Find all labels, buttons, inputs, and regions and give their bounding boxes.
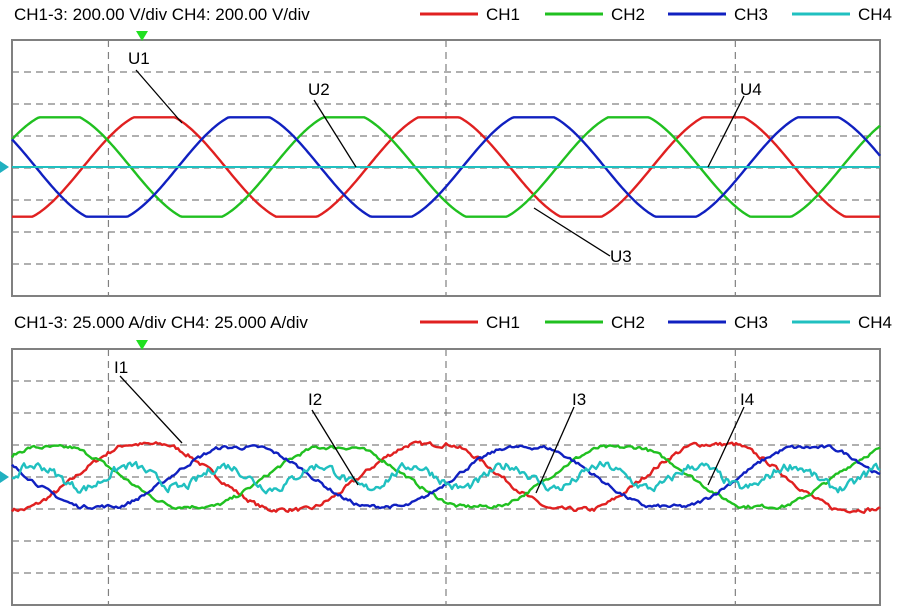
annotation-leader-i2 xyxy=(311,409,359,486)
annotation-u4: U4 xyxy=(740,80,762,99)
current-scale-text: CH1-3: 25.000 A/div CH4: 25.000 A/div xyxy=(14,313,308,332)
current-grid xyxy=(12,349,880,605)
current-panel: CH1-3: 25.000 A/div CH4: 25.000 A/div CH… xyxy=(0,313,892,606)
legend-label-ch4: CH4 xyxy=(858,313,892,332)
voltage-legend: CH1 CH2 CH3 CH4 xyxy=(420,5,892,24)
current-traces xyxy=(10,440,881,514)
annotation-leader-u3 xyxy=(533,207,611,257)
legend-label-ch3: CH3 xyxy=(734,313,768,332)
legend-label-ch4: CH4 xyxy=(858,5,892,24)
trigger-marker-icon xyxy=(136,31,148,41)
annotation-i4: I4 xyxy=(740,390,754,409)
annotation-leader-i4 xyxy=(707,406,745,486)
annotation-i1: I1 xyxy=(114,358,128,377)
trigger-marker-icon xyxy=(136,340,148,350)
trace-ch1 xyxy=(12,116,880,218)
voltage-annotations: U1 U2 U3 U4 xyxy=(128,49,762,266)
ground-marker-icon xyxy=(0,161,9,173)
voltage-panel: CH1-3: 200.00 V/div CH4: 200.00 V/div CH… xyxy=(0,5,892,297)
voltage-scale-text: CH1-3: 200.00 V/div CH4: 200.00 V/div xyxy=(14,5,310,24)
current-annotations: I1 I2 I3 I4 xyxy=(114,358,754,494)
annotation-u3: U3 xyxy=(610,247,632,266)
legend-label-ch3: CH3 xyxy=(734,5,768,24)
legend-label-ch2: CH2 xyxy=(611,313,645,332)
legend-label-ch2: CH2 xyxy=(611,5,645,24)
trace-ch2 xyxy=(11,116,881,218)
current-legend: CH1 CH2 CH3 CH4 xyxy=(420,313,892,332)
annotation-i2: I2 xyxy=(308,390,322,409)
annotation-leader-i1 xyxy=(119,375,183,444)
annotation-leader-u2 xyxy=(313,99,357,168)
voltage-traces xyxy=(11,116,881,218)
voltage-grid xyxy=(12,40,880,296)
annotation-u2: U2 xyxy=(308,80,330,99)
trace-ch4 xyxy=(11,460,881,495)
legend-label-ch1: CH1 xyxy=(486,5,520,24)
annotation-leader-i3 xyxy=(535,406,575,494)
ground-marker-icon xyxy=(0,471,9,483)
trace-ch1 xyxy=(11,440,881,514)
trace-ch2 xyxy=(10,443,881,510)
annotation-leader-u4 xyxy=(707,95,745,168)
annotation-leader-u1 xyxy=(135,69,183,124)
trace-ch3 xyxy=(11,116,881,218)
annotation-i3: I3 xyxy=(572,390,586,409)
annotation-u1: U1 xyxy=(128,49,150,68)
legend-label-ch1: CH1 xyxy=(486,313,520,332)
